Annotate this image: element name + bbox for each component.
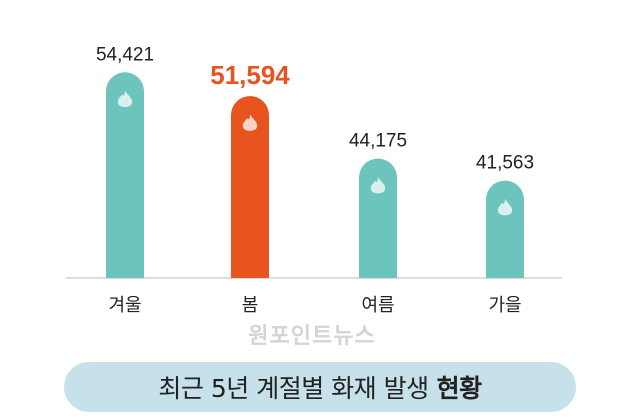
bar: [359, 158, 397, 278]
category-label: 겨울: [108, 295, 141, 316]
category-label: 여름: [361, 295, 394, 316]
fire-icon: [242, 114, 258, 131]
value-label: 54,421: [96, 44, 154, 65]
bar: [231, 96, 269, 278]
fire-icon: [497, 198, 513, 216]
fire-icon: [117, 90, 133, 108]
bar: [486, 180, 524, 278]
watermark: 원포인트뉴스: [248, 324, 376, 349]
category-label: 가을: [488, 295, 521, 316]
value-label: 44,175: [349, 131, 407, 152]
category-label: 봄: [242, 295, 259, 316]
title-bold: 현황: [436, 374, 483, 403]
value-label: 51,594: [210, 60, 290, 90]
bar-chart: 54,421 겨울 51,594 봄 44,175 여름 41,563 가을: [66, 44, 562, 316]
fire-icon: [370, 176, 386, 194]
value-label: 41,563: [476, 153, 534, 174]
bar: [106, 72, 144, 278]
title-text: 최근 5년 계절별 화재 발생: [158, 374, 429, 403]
chart-title: 최근 5년 계절별 화재 발생 현황: [64, 362, 576, 412]
